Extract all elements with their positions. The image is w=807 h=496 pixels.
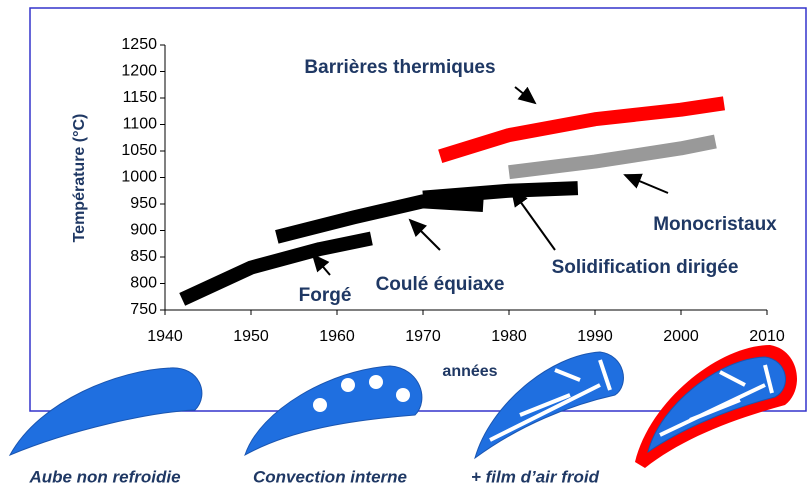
y-tick-label: 950 [130, 195, 157, 212]
arrow [514, 86, 537, 105]
y-tick-label: 900 [130, 222, 157, 239]
series-label: Solidification dirigée [552, 257, 739, 278]
y-tick-label: 800 [130, 275, 157, 292]
caption: Aube non refroidie [28, 467, 180, 486]
band [275, 194, 484, 244]
arrow [311, 253, 331, 276]
arrow [623, 173, 669, 194]
x-tick-label: 2000 [663, 328, 699, 345]
y-tick-label: 1150 [123, 89, 158, 106]
blade [8, 367, 203, 457]
y-tick-label: 850 [130, 248, 157, 265]
y-tick-label: 1200 [121, 63, 157, 80]
blade [647, 356, 786, 454]
band [179, 231, 373, 306]
y-tick-label: 1100 [123, 116, 158, 133]
y-tick-label: 750 [130, 301, 157, 318]
arrow [510, 188, 556, 251]
y-tick-label: 1050 [121, 142, 157, 159]
x-tick-label: 2010 [749, 328, 785, 345]
x-tick-label: 1950 [233, 328, 269, 345]
x-tick-label: 1980 [491, 328, 527, 345]
arrow [408, 218, 441, 251]
x-tick-label: 1940 [147, 328, 183, 345]
caption: + film d’air froid [471, 467, 600, 486]
band [422, 181, 579, 205]
series-label: Barrières thermiques [304, 57, 495, 78]
band [508, 134, 717, 180]
y-tick-label: 1250 [121, 36, 157, 53]
caption: Convection interne [253, 467, 407, 486]
y-tick-label: 1000 [121, 169, 157, 186]
x-tick-label: 1960 [319, 328, 355, 345]
x-axis-label: années [442, 363, 497, 380]
series-label: Coulé équiaxe [376, 274, 505, 295]
y-axis-label: Température (°C) [71, 114, 88, 243]
x-tick-label: 1990 [577, 328, 613, 345]
band [438, 96, 726, 163]
x-tick-label: 1970 [405, 328, 441, 345]
series-label: Forgé [299, 285, 352, 306]
series-label: Monocristaux [653, 214, 777, 235]
